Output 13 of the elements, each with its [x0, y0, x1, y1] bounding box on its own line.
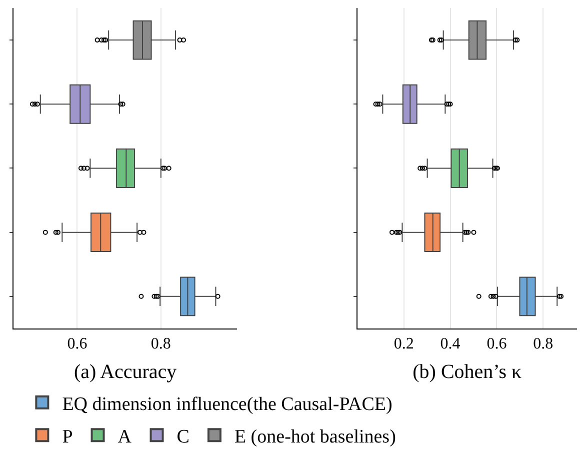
x-tick-label: 0.4: [440, 336, 460, 353]
x-axis-title: (b) Cohen’s κ: [412, 361, 522, 384]
legend-label: C: [176, 426, 190, 448]
legend-label: EQ dimension influence(the Causal-PACE): [62, 394, 392, 415]
legend-label: P: [62, 426, 73, 448]
x-tick-label: 0.8: [150, 336, 171, 353]
x-axis-title: (a) Accuracy: [74, 361, 177, 384]
legend-label: A: [118, 426, 132, 448]
x-tick-label: 0.2: [394, 336, 414, 353]
legend-label: E (one-hot baselines): [234, 426, 396, 448]
x-tick-label: 0.6: [486, 336, 507, 353]
x-tick-label: 0.8: [533, 336, 554, 353]
x-tick-label: 0.6: [67, 336, 88, 353]
